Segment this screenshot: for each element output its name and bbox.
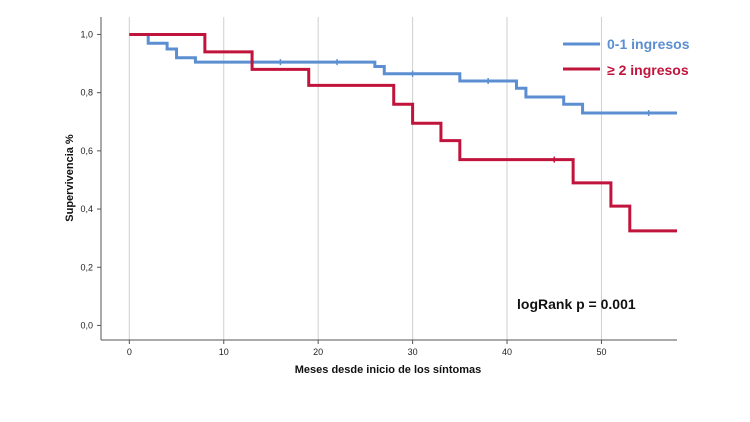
x-tick-label-4: 40	[502, 347, 512, 357]
series-layer	[129, 32, 677, 233]
tick-layer: 0,0 0,2 0,4 0,6 0,8 1,0 0 10 20 30 40 50	[80, 29, 606, 357]
y-axis-title: Supervivencia %	[64, 134, 76, 222]
x-tick-label-0: 0	[127, 347, 132, 357]
legend-label-series-2: ≥ 2 ingresos	[607, 62, 689, 78]
x-tick-label-2: 20	[313, 347, 323, 357]
y-tick-label-1: 0,2	[80, 262, 93, 272]
y-tick-label-2: 0,4	[80, 204, 93, 214]
y-tick-label-4: 0,8	[80, 88, 93, 98]
logrank-annotation: logRank p = 0.001	[517, 296, 636, 312]
series-line-1	[129, 32, 677, 115]
x-tick-label-1: 10	[219, 347, 229, 357]
axis-layer	[100, 17, 677, 341]
y-tick-label-5: 1,0	[80, 29, 93, 39]
legend-label-series-1: 0-1 ingresos	[607, 36, 690, 52]
series-line-2	[129, 32, 677, 233]
y-tick-label-3: 0,6	[80, 146, 93, 156]
y-tick-label-0: 0,0	[80, 320, 93, 330]
x-tick-label-3: 30	[408, 347, 418, 357]
x-tick-label-5: 50	[596, 347, 606, 357]
x-axis-title: Meses desde inicio de los síntomas	[295, 364, 481, 376]
legend: 0-1 ingresos ≥ 2 ingresos	[563, 36, 690, 78]
plot-background	[101, 17, 677, 340]
